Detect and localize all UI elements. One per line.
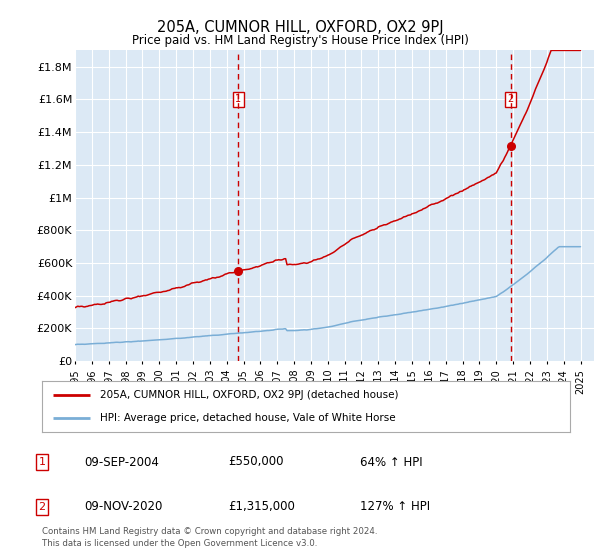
Text: 64% ↑ HPI: 64% ↑ HPI [360,455,422,469]
Text: Price paid vs. HM Land Registry's House Price Index (HPI): Price paid vs. HM Land Registry's House … [131,34,469,46]
Text: 1: 1 [38,457,46,467]
Text: 1: 1 [235,95,241,105]
Text: 127% ↑ HPI: 127% ↑ HPI [360,500,430,514]
Text: 2: 2 [508,95,514,105]
Text: 2: 2 [38,502,46,512]
Text: HPI: Average price, detached house, Vale of White Horse: HPI: Average price, detached house, Vale… [100,413,396,423]
Text: 205A, CUMNOR HILL, OXFORD, OX2 9PJ (detached house): 205A, CUMNOR HILL, OXFORD, OX2 9PJ (deta… [100,390,398,400]
Text: £550,000: £550,000 [228,455,284,469]
Text: £1,315,000: £1,315,000 [228,500,295,514]
Text: Contains HM Land Registry data © Crown copyright and database right 2024.
This d: Contains HM Land Registry data © Crown c… [42,527,377,548]
Text: 09-SEP-2004: 09-SEP-2004 [84,455,159,469]
Text: 09-NOV-2020: 09-NOV-2020 [84,500,163,514]
Text: 205A, CUMNOR HILL, OXFORD, OX2 9PJ: 205A, CUMNOR HILL, OXFORD, OX2 9PJ [157,20,443,35]
